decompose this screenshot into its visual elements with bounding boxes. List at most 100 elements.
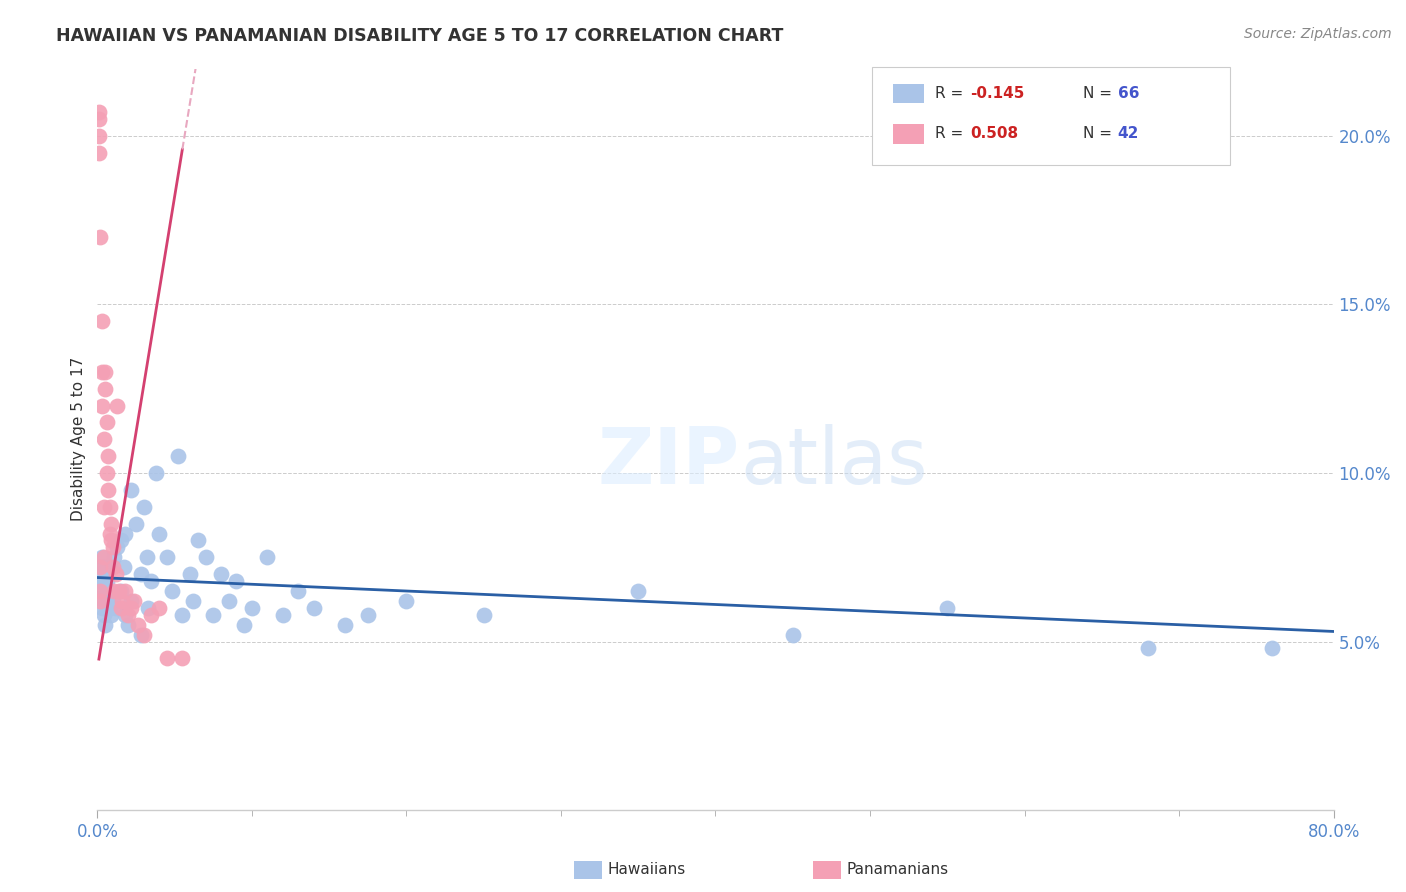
Point [110, 533, 132, 548]
Point [129, 567, 152, 582]
Point [96, 594, 118, 608]
Point [117, 607, 139, 622]
Point [202, 607, 225, 622]
Point [89, 584, 111, 599]
Point [936, 600, 959, 615]
Point [218, 594, 240, 608]
Text: ZIP: ZIP [598, 424, 740, 500]
Point [225, 574, 247, 588]
Point [103, 584, 125, 599]
Text: 0.508: 0.508 [970, 127, 1018, 141]
Point [141, 607, 163, 622]
Point [114, 526, 136, 541]
Point [135, 550, 157, 565]
Point [94, 567, 117, 582]
Point [1137, 641, 1160, 656]
Point [156, 651, 179, 665]
Point [100, 516, 122, 531]
Text: Source: ZipAtlas.com: Source: ZipAtlas.com [1244, 27, 1392, 41]
Point [100, 607, 122, 622]
Point [87, 145, 110, 160]
Point [179, 567, 201, 582]
Point [97, 584, 120, 599]
Point [132, 500, 155, 514]
Text: N =: N = [1083, 127, 1116, 141]
Point [91, 550, 114, 565]
Point [89, 591, 111, 605]
Point [333, 617, 356, 632]
Point [107, 399, 129, 413]
Point [98, 526, 121, 541]
Point [98, 600, 121, 615]
Point [101, 560, 124, 574]
Point [114, 607, 136, 622]
Point [101, 591, 124, 605]
Point [114, 584, 136, 599]
Point [101, 540, 124, 554]
Point [138, 600, 160, 615]
Point [156, 550, 179, 565]
Point [166, 449, 188, 463]
Point [91, 574, 114, 588]
Point [172, 651, 194, 665]
Point [87, 128, 110, 143]
Point [125, 516, 148, 531]
Point [87, 112, 110, 127]
Point [87, 105, 110, 120]
Text: N =: N = [1083, 87, 1116, 101]
Point [103, 550, 125, 565]
Point [271, 607, 294, 622]
Point [120, 600, 142, 615]
Point [120, 594, 142, 608]
Point [194, 550, 217, 565]
Point [91, 399, 114, 413]
Point [111, 594, 134, 608]
Point [96, 416, 118, 430]
Text: 42: 42 [1118, 127, 1139, 141]
Point [89, 560, 111, 574]
Point [141, 574, 163, 588]
Point [256, 550, 278, 565]
Point [627, 584, 650, 599]
Point [160, 584, 183, 599]
Text: HAWAIIAN VS PANAMANIAN DISABILITY AGE 5 TO 17 CORRELATION CHART: HAWAIIAN VS PANAMANIAN DISABILITY AGE 5 … [56, 27, 783, 45]
Point [97, 483, 120, 497]
Point [145, 466, 167, 480]
Point [94, 560, 117, 574]
Point [100, 533, 122, 548]
Point [172, 607, 194, 622]
Point [97, 449, 120, 463]
Point [96, 574, 118, 588]
Point [93, 500, 115, 514]
Point [108, 584, 131, 599]
Point [89, 594, 111, 608]
Point [181, 594, 204, 608]
Point [93, 433, 115, 447]
Point [91, 560, 114, 574]
Text: 66: 66 [1118, 87, 1139, 101]
Y-axis label: Disability Age 5 to 17: Disability Age 5 to 17 [72, 357, 86, 522]
Point [233, 617, 256, 632]
Point [395, 594, 418, 608]
Point [87, 574, 110, 588]
Point [120, 483, 142, 497]
Point [107, 540, 129, 554]
Point [110, 584, 132, 599]
Point [98, 500, 121, 514]
Point [240, 600, 263, 615]
Point [472, 607, 495, 622]
Point [89, 230, 111, 244]
Point [148, 526, 170, 541]
Point [91, 365, 114, 379]
Text: R =: R = [935, 87, 969, 101]
Point [782, 628, 804, 642]
Text: R =: R = [935, 127, 969, 141]
Point [93, 550, 115, 565]
Point [91, 314, 114, 328]
Text: -0.145: -0.145 [970, 87, 1025, 101]
Point [110, 600, 132, 615]
Point [357, 607, 380, 622]
Point [209, 567, 232, 582]
Point [1261, 641, 1284, 656]
Point [104, 567, 127, 582]
